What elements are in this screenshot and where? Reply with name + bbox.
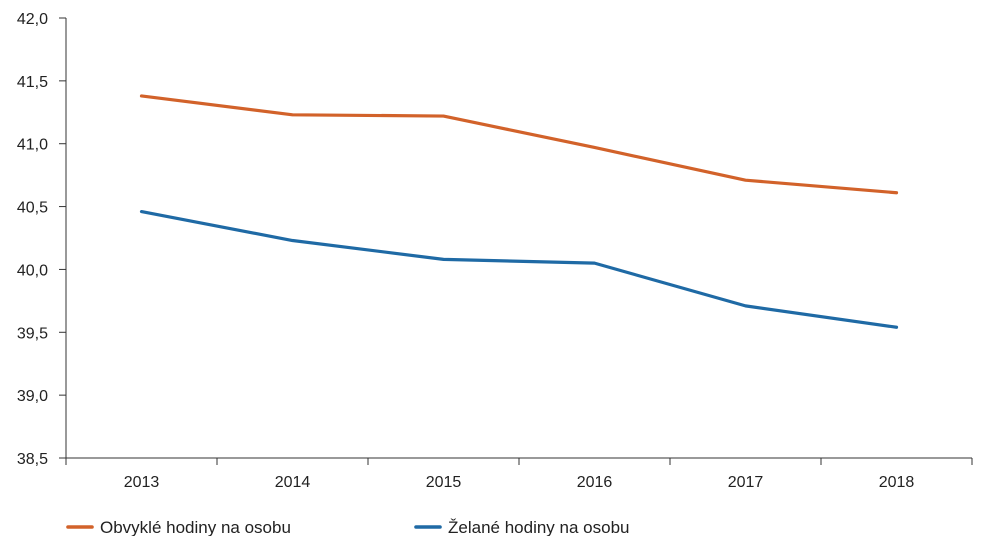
x-axis-ticks: 2013 2014 2015 2016 2017 2018 <box>65 458 973 491</box>
y-tick-label: 38,5 <box>17 451 48 468</box>
y-axis-ticks: 38,5 39,0 39,5 40,0 40,5 41,0 41,5 42,0 <box>17 11 66 468</box>
x-tick-label: 2015 <box>426 474 462 491</box>
x-tick-label: 2017 <box>728 474 764 491</box>
y-tick-label: 40,0 <box>17 262 48 279</box>
x-tick-label: 2016 <box>577 474 613 491</box>
series-lines <box>139 94 899 329</box>
legend-label-1: Obvyklé hodiny na osobu <box>100 518 291 536</box>
x-tick-label: 2014 <box>275 474 311 491</box>
y-tick-label: 39,5 <box>17 325 48 342</box>
x-tick-label: 2013 <box>124 474 160 491</box>
series-line-1 <box>139 94 899 195</box>
y-tick-label: 41,5 <box>17 74 48 91</box>
legend-label-2: Želané hodiny na osobu <box>448 518 629 536</box>
series-line-2 <box>139 210 899 329</box>
y-tick-label: 40,5 <box>17 200 48 217</box>
x-tick-label: 2018 <box>879 474 915 491</box>
y-tick-label: 39,0 <box>17 388 48 405</box>
legend: Obvyklé hodiny na osobu Želané hodiny na … <box>66 518 629 536</box>
y-tick-label: 41,0 <box>17 137 48 154</box>
y-tick-label: 42,0 <box>17 11 48 28</box>
axes <box>65 18 972 459</box>
